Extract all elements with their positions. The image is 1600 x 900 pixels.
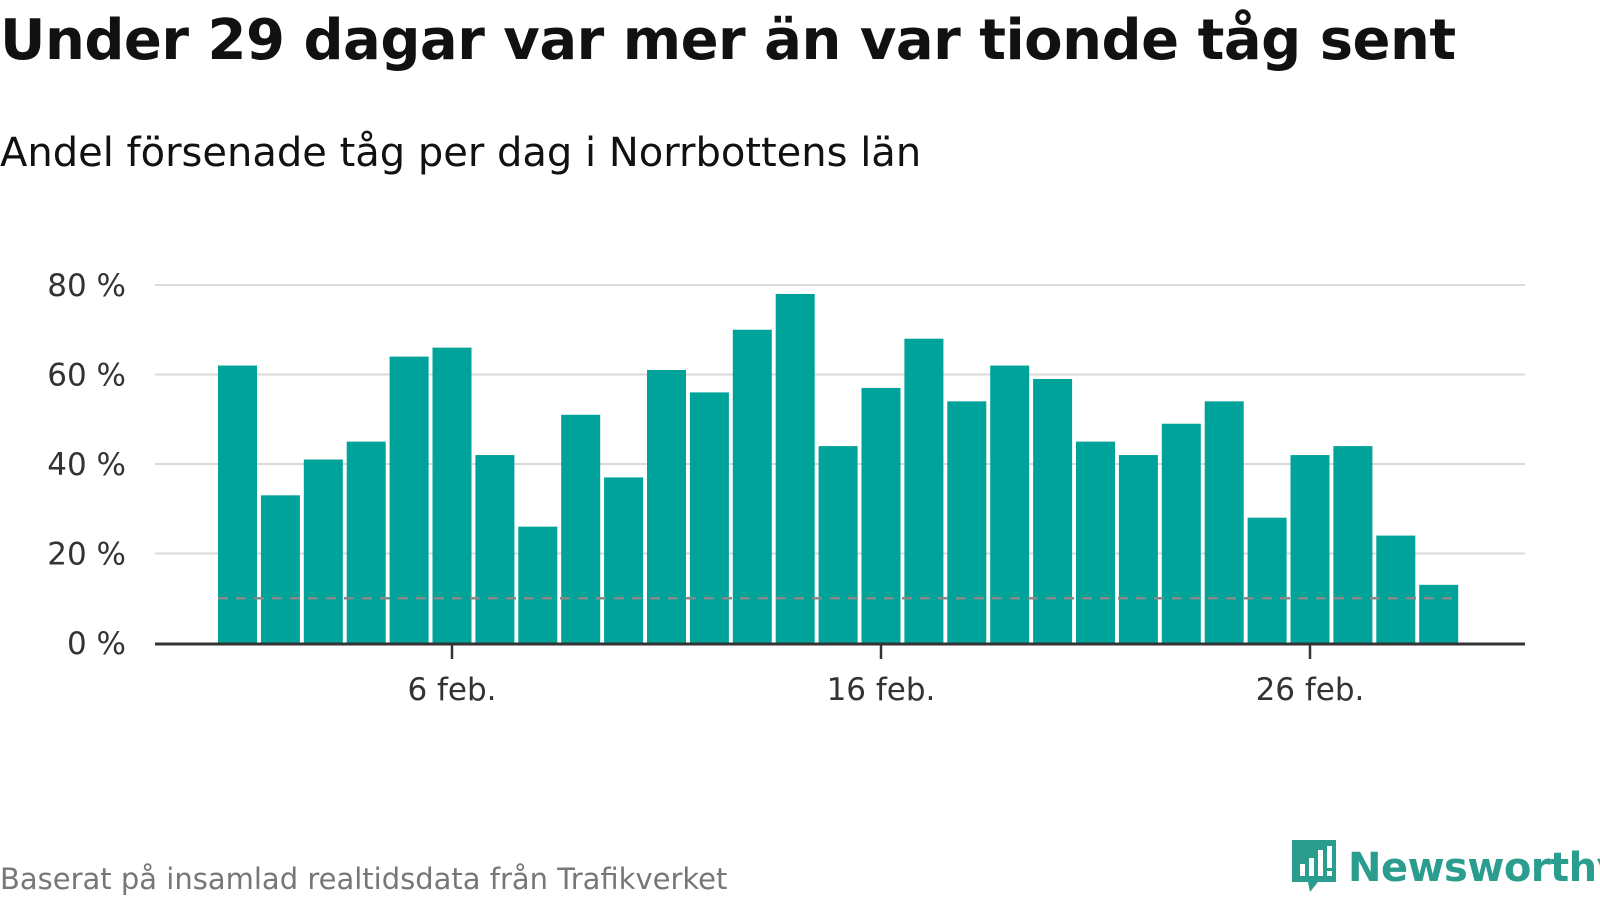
bar [818, 446, 858, 643]
newsworthy-logo[interactable]: Newsworthy [1290, 838, 1600, 898]
bar [1290, 455, 1330, 643]
bars [218, 293, 1459, 643]
bar [1118, 455, 1158, 643]
bar [947, 401, 987, 643]
bar [1376, 535, 1416, 643]
bar [260, 495, 300, 643]
bar [389, 356, 429, 643]
bar [1033, 378, 1073, 643]
x-tick-label: 16 feb. [827, 672, 936, 708]
chart-subtitle: Andel försenade tåg per dag i Norrbotten… [0, 130, 922, 176]
bar [475, 455, 515, 643]
newsworthy-logo-icon [1290, 838, 1338, 898]
x-tick-label: 6 feb. [407, 672, 496, 708]
y-tick-label: 40 % [47, 447, 126, 483]
y-axis-labels: 0 % 20 % 40 % 60 % 80 % [47, 268, 126, 662]
y-tick-label: 0 % [67, 626, 126, 662]
x-tick-label: 26 feb. [1256, 672, 1365, 708]
bar [990, 365, 1030, 643]
chart-title: Under 29 dagar var mer än var tionde tåg… [0, 8, 1456, 73]
y-tick-label: 80 % [47, 268, 126, 304]
bar [1419, 584, 1459, 643]
bar [604, 477, 644, 643]
source-note: Baserat på insamlad realtidsdata från Tr… [0, 862, 728, 896]
y-tick-label: 20 % [47, 537, 126, 573]
bar [1204, 401, 1244, 643]
bar [904, 338, 944, 643]
y-tick-label: 60 % [47, 358, 126, 394]
bar [346, 441, 386, 643]
bar [561, 414, 601, 643]
bar [775, 293, 815, 643]
bar [732, 329, 772, 643]
bar [1076, 441, 1115, 643]
bar [1247, 517, 1287, 643]
bar [689, 392, 729, 643]
bar [1161, 423, 1201, 643]
bar [432, 347, 472, 643]
bar [218, 365, 257, 643]
bar [1333, 446, 1373, 643]
bar [303, 459, 343, 643]
x-axis: 6 feb. 16 feb. 26 feb. [155, 642, 1525, 708]
bar-chart: 0 % 20 % 40 % 60 % 80 % 6 feb. 16 feb. 26 feb. [47, 268, 1525, 708]
newsworthy-logo-text: Newsworthy [1348, 845, 1600, 891]
bar [647, 370, 686, 643]
bar [861, 387, 901, 643]
bar [518, 526, 558, 643]
